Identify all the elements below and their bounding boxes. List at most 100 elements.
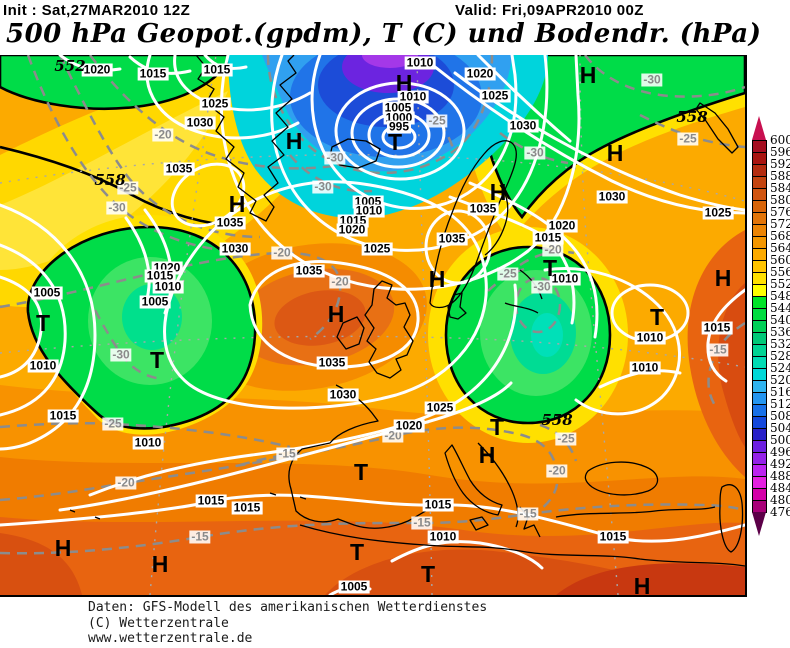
isobar-label: 1030 — [596, 189, 628, 204]
pressure-center-letter: H — [151, 551, 169, 577]
isobar-label: 1010 — [27, 358, 59, 373]
attribution-footer: Daten: GFS-Modell des amerikanischen Wet… — [88, 600, 487, 647]
temperature-label: -15 — [411, 515, 433, 530]
isobar-label: 1010 — [634, 330, 666, 345]
colorbar-value-label: 564 — [770, 241, 790, 255]
pressure-center-letter: H — [489, 179, 507, 205]
temperature-label: -25 — [102, 416, 124, 431]
isobar-label: 1030 — [507, 118, 539, 133]
colorbar-value-label: 592 — [770, 157, 790, 171]
colorbar-value-label: 548 — [770, 289, 790, 303]
pressure-center-letter: T — [489, 414, 505, 440]
isobar-label: 1035 — [467, 201, 499, 216]
colorbar-value-label: 532 — [770, 337, 790, 351]
colorbar-value-label: 496 — [770, 445, 790, 459]
temperature-label: -25 — [677, 131, 699, 146]
pressure-center-letter: H — [428, 266, 446, 292]
temperature-label: -25 — [555, 431, 577, 446]
isobar-label: 1020 — [546, 218, 578, 233]
isobar-label: 1020 — [81, 62, 113, 77]
isobar-label: 995 — [386, 119, 412, 134]
colorbar-value-label: 520 — [770, 373, 790, 387]
isobar-label: 1020 — [393, 418, 425, 433]
isobar-label: 1030 — [219, 241, 251, 256]
weather-map-graphic — [0, 55, 745, 595]
temperature-label: -20 — [271, 245, 293, 260]
pressure-center-letter: T — [387, 129, 403, 155]
pressure-center-letter: H — [633, 573, 651, 597]
isobar-label: 1010 — [397, 89, 429, 104]
isobar-label: 1005 — [139, 294, 171, 309]
colorbar-value-label: 492 — [770, 457, 790, 471]
temperature-label: -15 — [517, 506, 539, 521]
isobar-label: 1010 — [132, 435, 164, 450]
colorbar-value-label: 580 — [770, 193, 790, 207]
temperature-label: -30 — [524, 145, 546, 160]
pressure-center-letter: T — [35, 310, 51, 336]
isobar-label: 1015 — [597, 529, 629, 544]
colorbar-value-label: 512 — [770, 397, 790, 411]
geopotential-contour-label: 558 — [541, 411, 573, 429]
colorbar-value-label: 536 — [770, 325, 790, 339]
geopotential-contour-label: 558 — [94, 171, 126, 189]
isobar-label: 1015 — [532, 230, 564, 245]
temperature-label: -25 — [426, 113, 448, 128]
isobar-label: 1015 — [47, 408, 79, 423]
geopotential-contour-label: 558 — [676, 108, 708, 126]
isobar-label: 1015 — [195, 493, 227, 508]
colorbar-value-label: 528 — [770, 349, 790, 363]
isobar-label: 1010 — [404, 55, 436, 70]
isobar-label: 1015 — [144, 268, 176, 283]
colorbar-value-label: 544 — [770, 301, 790, 315]
isobar-label: 1030 — [327, 387, 359, 402]
pressure-center-letter: H — [327, 301, 345, 327]
pressure-center-letter: H — [395, 70, 413, 96]
colorbar-value-label: 588 — [770, 169, 790, 183]
init-time-label: Init : Sat,27MAR2010 12Z — [3, 2, 191, 19]
pressure-center-letter: T — [542, 255, 558, 281]
colorbar-value-label: 504 — [770, 421, 790, 435]
colorbar-value-label: 480 — [770, 493, 790, 507]
colorbar-value-label: 484 — [770, 481, 790, 495]
colorbar-value-label: 476 — [770, 505, 790, 519]
isobar-label: 1005 — [31, 285, 63, 300]
pressure-center-letter: T — [420, 561, 436, 587]
footer-website: www.wetterzentrale.de — [88, 631, 253, 646]
pressure-center-letter: H — [54, 535, 72, 561]
temperature-label: -30 — [312, 179, 334, 194]
pressure-center-letter: H — [606, 140, 624, 166]
isobar-label: 1005 — [382, 100, 414, 115]
temperature-label: -25 — [117, 180, 139, 195]
temperature-label: -30 — [106, 200, 128, 215]
colorbar-value-label: 500 — [770, 433, 790, 447]
geopotential-contour-label: 552 — [54, 57, 86, 75]
colorbar-value-label: 568 — [770, 229, 790, 243]
isobar-label: 1025 — [361, 241, 393, 256]
isobar-label: 1010 — [152, 279, 184, 294]
temperature-label: -30 — [531, 279, 553, 294]
footer-data-source: Daten: GFS-Modell des amerikanischen Wet… — [88, 600, 488, 615]
temperature-label: -20 — [329, 274, 351, 289]
pressure-center-letter: T — [149, 347, 165, 373]
pressure-center-letter: H — [579, 62, 597, 88]
geopotential-colorbar: 600 596 592 588 584 580 576 572 568 564 560 556 552 5… — [751, 116, 790, 540]
isobar-label: 1010 — [427, 529, 459, 544]
colorbar-value-label: 576 — [770, 205, 790, 219]
temperature-label: -30 — [324, 150, 346, 165]
isobar-label: 1035 — [293, 263, 325, 278]
colorbar-value-label: 584 — [770, 181, 790, 195]
colorbar-value-label: 508 — [770, 409, 790, 423]
isobar-label: 1025 — [424, 400, 456, 415]
isobar-label: 1035 — [316, 355, 348, 370]
isobar-label: 1030 — [184, 115, 216, 130]
isobar-label: 1035 — [436, 231, 468, 246]
colorbar-value-label: 560 — [770, 253, 790, 267]
isobar-label: 1005 — [338, 579, 370, 594]
isobar-label: 1010 — [629, 360, 661, 375]
colorbar-value-label: 488 — [770, 469, 790, 483]
pressure-center-letter: H — [228, 191, 246, 217]
colorbar-arrow-down-icon — [752, 512, 766, 536]
colorbar-value-label: 596 — [770, 145, 790, 159]
colorbar-value-label: 600 — [770, 133, 790, 147]
